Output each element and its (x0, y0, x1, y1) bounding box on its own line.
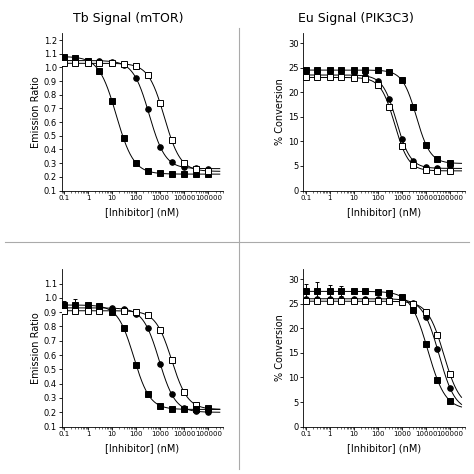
Text: Eu Signal (PIK3C3): Eu Signal (PIK3C3) (298, 12, 413, 25)
X-axis label: [Inhibitor] (nM): [Inhibitor] (nM) (105, 207, 179, 217)
X-axis label: [Inhibitor] (nM): [Inhibitor] (nM) (105, 443, 179, 453)
X-axis label: [Inhibitor] (nM): [Inhibitor] (nM) (347, 443, 421, 453)
Y-axis label: Emission Ratio: Emission Ratio (31, 312, 41, 384)
Y-axis label: Emission Ratio: Emission Ratio (31, 76, 41, 148)
X-axis label: [Inhibitor] (nM): [Inhibitor] (nM) (347, 207, 421, 217)
Y-axis label: % Conversion: % Conversion (275, 314, 285, 382)
Text: Tb Signal (mTOR): Tb Signal (mTOR) (73, 12, 183, 25)
Y-axis label: % Conversion: % Conversion (275, 78, 285, 146)
